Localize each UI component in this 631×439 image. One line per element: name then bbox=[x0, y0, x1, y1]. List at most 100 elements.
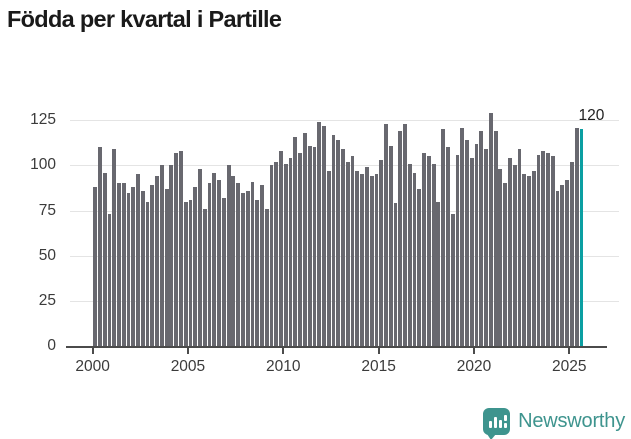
x-axis-line bbox=[66, 345, 607, 348]
bar bbox=[307, 145, 312, 346]
x-axis-tick-label: 2020 bbox=[456, 358, 492, 375]
bar bbox=[455, 154, 460, 346]
x-axis-tick bbox=[377, 347, 380, 354]
bar bbox=[164, 188, 169, 346]
bar bbox=[446, 147, 450, 346]
page-title: Födda per kvartal i Partille bbox=[7, 6, 282, 32]
bar bbox=[279, 150, 283, 346]
x-axis-tick-label: 2000 bbox=[75, 358, 110, 375]
bar bbox=[398, 131, 403, 346]
bar bbox=[336, 140, 341, 346]
bar bbox=[155, 176, 159, 346]
bar bbox=[226, 165, 231, 346]
bar bbox=[174, 152, 179, 346]
bar bbox=[107, 214, 112, 346]
bar bbox=[555, 190, 560, 346]
bar bbox=[431, 163, 436, 346]
x-axis-tick-label: 2010 bbox=[266, 358, 301, 375]
bar bbox=[527, 176, 531, 346]
bar bbox=[488, 113, 493, 346]
bar-chart-icon bbox=[494, 417, 498, 428]
bar bbox=[288, 158, 293, 346]
bar bbox=[212, 172, 217, 346]
bar bbox=[574, 127, 579, 346]
bar bbox=[422, 152, 426, 346]
bar bbox=[388, 145, 393, 346]
x-axis-tick bbox=[186, 347, 189, 354]
bar bbox=[536, 154, 541, 346]
bar bbox=[217, 179, 221, 346]
bar-chart-icon bbox=[499, 420, 503, 428]
bar bbox=[102, 172, 107, 346]
x-axis-tick bbox=[282, 347, 285, 354]
x-axis-tick-label: 2015 bbox=[361, 358, 396, 375]
bar bbox=[531, 170, 536, 346]
bar bbox=[326, 170, 331, 346]
bar bbox=[274, 161, 279, 346]
bar bbox=[121, 183, 126, 346]
bar bbox=[188, 199, 193, 346]
y-axis-tick-label: 125 bbox=[30, 111, 56, 129]
y-gridline bbox=[70, 120, 619, 122]
bar bbox=[460, 127, 465, 346]
bar bbox=[426, 156, 431, 346]
bar bbox=[503, 183, 508, 346]
bar bbox=[498, 169, 503, 346]
bar bbox=[417, 188, 422, 346]
bar bbox=[293, 136, 298, 346]
bar bbox=[260, 185, 264, 346]
bar bbox=[469, 158, 474, 346]
bar bbox=[474, 143, 479, 346]
x-axis-tick bbox=[568, 347, 571, 354]
bar bbox=[193, 187, 198, 346]
bar bbox=[550, 156, 555, 346]
bar bbox=[255, 199, 260, 346]
bar bbox=[345, 161, 350, 346]
bar bbox=[198, 169, 202, 346]
bar bbox=[565, 179, 570, 346]
bar bbox=[403, 123, 407, 346]
bar bbox=[231, 176, 236, 346]
bar bbox=[159, 165, 164, 346]
bar bbox=[269, 165, 274, 346]
bar bbox=[322, 125, 326, 346]
bar bbox=[145, 201, 150, 346]
bar bbox=[508, 158, 512, 346]
bar bbox=[221, 197, 226, 346]
bar bbox=[484, 149, 488, 346]
bar bbox=[241, 192, 245, 346]
exclamation-icon bbox=[504, 415, 508, 421]
bar bbox=[341, 149, 345, 346]
bar bbox=[512, 165, 517, 346]
y-axis-tick-label: 50 bbox=[38, 246, 56, 264]
bar bbox=[369, 176, 374, 346]
bar bbox=[97, 147, 102, 346]
bar bbox=[393, 203, 398, 346]
bar bbox=[302, 132, 307, 346]
bar bbox=[264, 208, 269, 346]
bar bbox=[202, 208, 207, 346]
exclamation-icon bbox=[504, 423, 508, 428]
bar bbox=[317, 122, 322, 346]
newsworthy-logo-link[interactable]: Newsworthy bbox=[483, 408, 625, 439]
bar bbox=[136, 174, 140, 346]
bar bbox=[407, 163, 412, 346]
bar bbox=[179, 150, 183, 346]
bar bbox=[479, 131, 484, 346]
bar bbox=[131, 187, 136, 346]
bar bbox=[465, 140, 469, 346]
bar bbox=[384, 123, 388, 346]
x-axis-tick bbox=[472, 347, 475, 354]
y-axis-tick-label: 0 bbox=[47, 337, 56, 354]
bar bbox=[150, 185, 155, 346]
bar bbox=[364, 167, 369, 346]
bar bbox=[93, 187, 97, 346]
bar bbox=[546, 152, 550, 346]
bar bbox=[570, 161, 574, 346]
x-axis-tick bbox=[91, 347, 94, 354]
bar bbox=[331, 134, 336, 346]
y-axis-tick-label: 100 bbox=[30, 156, 56, 174]
bar bbox=[560, 185, 565, 346]
bar bbox=[245, 190, 250, 346]
